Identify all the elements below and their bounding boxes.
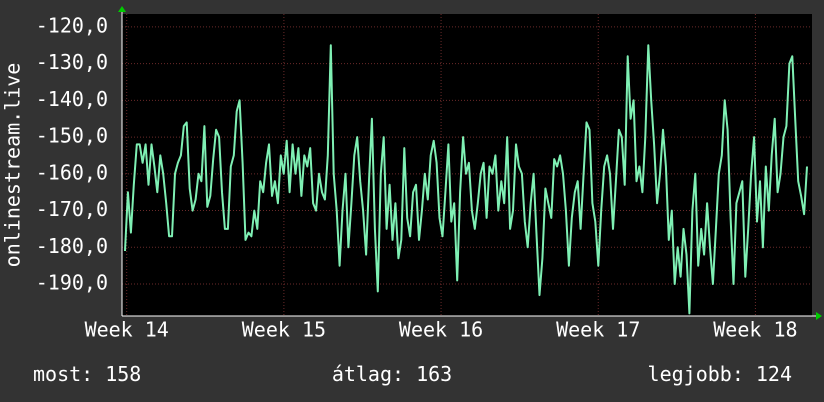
x-tick-label: Week 14: [85, 318, 169, 342]
x-arrow: [816, 312, 822, 320]
x-tick-label: Week 17: [556, 318, 640, 342]
footer-best: legjobb: 124: [648, 362, 792, 386]
y-arrow: [118, 6, 126, 12]
y-axis-title: onlinestream.live: [1, 63, 25, 268]
y-tick-label: -150,0: [36, 124, 108, 148]
y-tick-label: -130,0: [36, 50, 108, 74]
value: 124: [756, 362, 792, 386]
value: 163: [416, 362, 452, 386]
x-tick-label: Week 16: [399, 318, 483, 342]
y-tick-label: -140,0: [36, 87, 108, 111]
x-tick-label: Week 18: [713, 318, 797, 342]
label: átlag:: [332, 362, 404, 386]
plot-area: [122, 14, 812, 316]
y-tick-label: -190,0: [36, 271, 108, 295]
x-tick-label: Week 15: [242, 318, 326, 342]
y-tick-label: -170,0: [36, 197, 108, 221]
y-tick-label: -160,0: [36, 160, 108, 184]
y-tick-label: -180,0: [36, 234, 108, 258]
y-tick-label: -120,0: [36, 13, 108, 37]
footer-average: átlag: 163: [332, 362, 452, 386]
data-line: [124, 44, 808, 315]
label: legjobb:: [648, 362, 744, 386]
label: most:: [33, 362, 93, 386]
value: 158: [105, 362, 141, 386]
footer-current: most: 158: [33, 362, 141, 386]
